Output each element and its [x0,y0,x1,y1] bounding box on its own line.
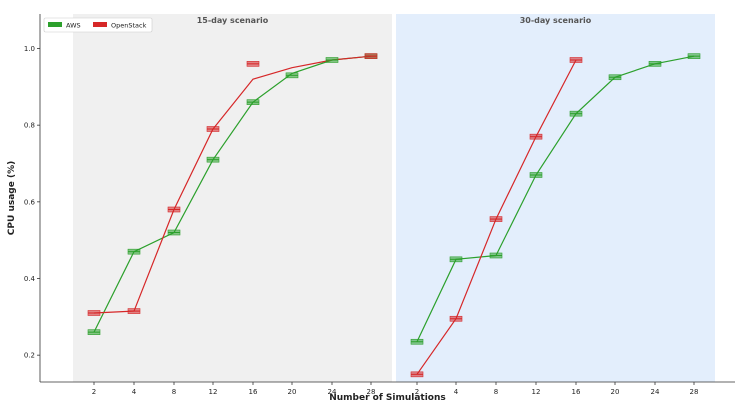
x-tick-label: 24 [328,388,337,396]
y-tick-label: 0.4 [24,275,36,283]
x-tick-label: 8 [494,388,498,396]
panel-background-30-day [396,14,715,382]
legend-swatch-openstack [93,22,107,27]
x-tick-label: 28 [367,388,376,396]
x-tick-label: 2 [415,388,419,396]
x-tick-label: 8 [172,388,176,396]
x-tick-label: 20 [288,388,297,396]
series-line-aws [416,55,695,343]
x-tick-label: 24 [651,388,660,396]
y-tick-label: 0.2 [24,352,35,360]
series-line-aws [93,55,372,333]
series-line-openstack [93,55,372,314]
y-tick-label: 1.0 [24,45,35,53]
x-axis-label: Number of Simulations [329,393,446,403]
x-tick-label: 20 [611,388,620,396]
x-tick-label: 28 [690,388,699,396]
panel-title-15-day: 15-day scenario [197,16,269,25]
panel-background-15-day [73,14,392,382]
y-tick-label: 0.6 [24,198,36,206]
panel-title-30-day: 30-day scenario [520,16,592,25]
x-tick-label: 2 [92,388,96,396]
legend-label-aws: AWS [66,22,81,30]
x-tick-label: 4 [132,388,137,396]
y-axis-label: CPU usage (%) [7,161,17,235]
x-tick-label: 12 [532,388,541,396]
legend: AWS OpenStack [43,17,153,33]
x-tick-label: 16 [249,388,258,396]
x-tick-label: 12 [209,388,218,396]
legend-label-openstack: OpenStack [111,22,147,30]
y-tick-label: 0.8 [24,122,35,130]
chart-marks [87,53,701,378]
x-tick-label: 16 [572,388,581,396]
x-tick-label: 4 [454,388,459,396]
y-ticks: 0.2 0.4 0.6 0.8 1.0 [24,45,40,360]
x-ticks: 2 4 8 12 16 20 24 28 2 4 8 12 16 20 24 28 [92,382,699,396]
legend-swatch-aws [48,22,62,27]
